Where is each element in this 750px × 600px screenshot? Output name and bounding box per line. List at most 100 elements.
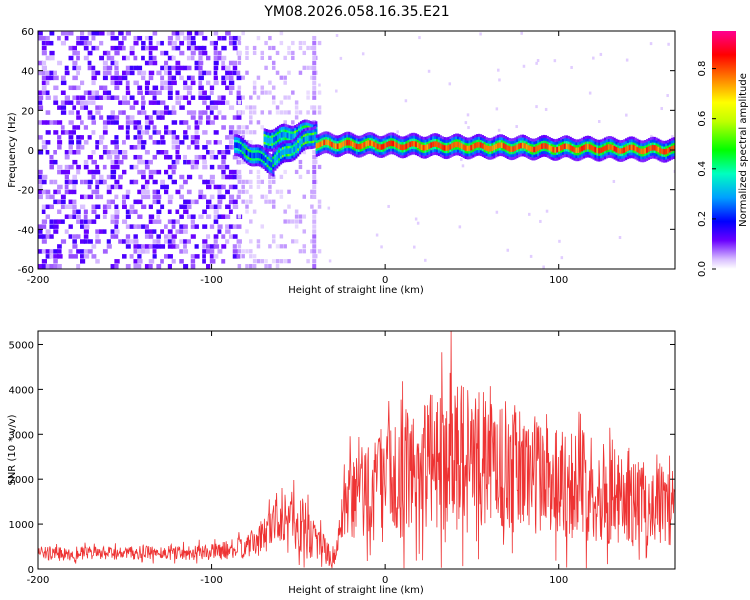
spectrogram-cell	[106, 50, 111, 56]
spectrogram-cell	[298, 219, 303, 224]
spectrogram-cell	[217, 150, 224, 155]
spectrogram-cell	[232, 184, 238, 190]
spectrogram-cell	[237, 179, 242, 184]
spectrogram-cell	[114, 194, 119, 200]
spectrogram-cell	[114, 120, 119, 125]
spectrogram-cell	[186, 145, 191, 150]
spectrogram-cell	[141, 95, 145, 100]
spectrogram-cell	[72, 204, 77, 210]
spectrogram-cell	[213, 254, 219, 259]
spectrogram-cell	[144, 80, 150, 86]
spectrogram-cell	[299, 140, 302, 147]
spectrogram-cell	[283, 169, 287, 175]
spectrogram-cell	[670, 146, 674, 152]
spectrogram-cell	[260, 85, 265, 90]
spectrogram-cell	[628, 144, 632, 151]
spectrogram-cell	[137, 85, 143, 91]
spectrogram-cell	[87, 154, 93, 160]
spectrogram-cell	[190, 95, 196, 100]
spectrogram-cell	[133, 239, 139, 244]
spectrogram-cell	[91, 150, 96, 155]
spectrogram-cell	[91, 244, 97, 249]
spectrogram-cell	[209, 179, 215, 185]
spectrogram-cell	[110, 140, 116, 145]
spectrogram-cell	[249, 264, 253, 269]
spectrogram-cell	[213, 154, 219, 160]
spectrogram-cell	[83, 125, 89, 130]
spectrogram-cell	[245, 229, 249, 234]
spectrogram-cell	[283, 148, 286, 155]
spectrogram-cell	[122, 254, 127, 259]
spectrogram-cell	[275, 264, 280, 269]
spectrogram-cell	[152, 100, 157, 105]
spectrogram-cell	[72, 60, 78, 66]
spectrogram-cell	[277, 134, 280, 140]
spectrogram-cell	[99, 55, 105, 61]
spectrogram-cell	[213, 70, 218, 76]
spectrogram-cell	[312, 174, 317, 180]
spectrogram-cell	[183, 249, 189, 254]
spectrogram-cell	[306, 90, 310, 95]
spectrogram-cell	[228, 85, 235, 91]
spectrogram-cell	[41, 179, 47, 185]
spectrogram-cell	[68, 145, 73, 150]
spectrogram-cell	[264, 199, 268, 204]
spectrogram-cell	[372, 141, 376, 148]
spectrogram-cell	[99, 135, 105, 140]
spectrogram-cell	[95, 259, 100, 264]
spectrogram-cell	[102, 204, 108, 210]
spectrogram-cell	[183, 179, 188, 185]
spectrogram-cell	[279, 100, 284, 105]
spectrogram-cell	[395, 142, 399, 149]
spectrogram-cell	[298, 214, 303, 219]
spectrogram-cell	[198, 110, 204, 115]
spectrogram-cell	[312, 259, 317, 264]
spectrogram-cell	[671, 135, 674, 139]
spectrogram-cell	[41, 140, 47, 145]
spectrogram-cell	[302, 229, 307, 234]
spectrogram-cell	[179, 31, 185, 36]
spectrogram-cell	[137, 224, 142, 229]
snr-y-axis-label: SNR (10 * v/v)	[7, 414, 18, 485]
spectrogram-cell	[167, 95, 173, 100]
spectrogram-cell	[152, 125, 157, 130]
spectrogram-cell	[175, 35, 181, 41]
spectrogram-cell	[137, 214, 143, 219]
spectrogram-cell	[114, 35, 119, 41]
spectrogram-cell	[167, 239, 174, 244]
spectrogram-cell	[144, 159, 149, 165]
spectrogram-cell	[275, 110, 280, 115]
spectrogram-cell	[110, 95, 115, 100]
spectrogram-cell	[268, 264, 272, 269]
spectrogram-cell	[45, 194, 51, 200]
spectrogram-cell	[271, 259, 276, 264]
spectrogram-cell	[241, 199, 245, 204]
spectrogram-cell	[41, 264, 48, 269]
spectrogram-cell	[206, 105, 212, 110]
spectrogram-cell	[228, 234, 233, 239]
spectrogram-cell	[148, 45, 154, 51]
spectrogram-cell	[237, 214, 242, 219]
spectrogram-cell	[213, 209, 219, 214]
spectrogram-cell	[241, 254, 245, 259]
spectrogram-cell	[164, 80, 169, 86]
spectrogram-cell	[483, 144, 486, 150]
spectrogram-cell	[144, 60, 150, 66]
spectrogram-cell	[95, 229, 101, 234]
spectrogram-cell	[41, 239, 47, 244]
spectrogram-cell	[122, 239, 126, 244]
spectrogram-cell	[312, 35, 317, 41]
spectrogram-cell	[621, 148, 624, 154]
spectrogram-cell	[217, 229, 222, 234]
spectrogram-cell	[45, 110, 51, 115]
spectrogram-cell	[279, 110, 284, 115]
spectrogram-cell	[148, 174, 154, 180]
spectrogram-cell	[481, 143, 485, 149]
spectrogram-cell	[76, 234, 81, 239]
spectrogram-cell	[57, 249, 62, 254]
spectrogram-cell	[95, 45, 100, 51]
spectrogram-cell	[183, 244, 187, 249]
spectrogram-cell	[228, 75, 234, 81]
spectrogram-cell	[413, 140, 416, 147]
spectrogram-cell	[167, 154, 173, 160]
